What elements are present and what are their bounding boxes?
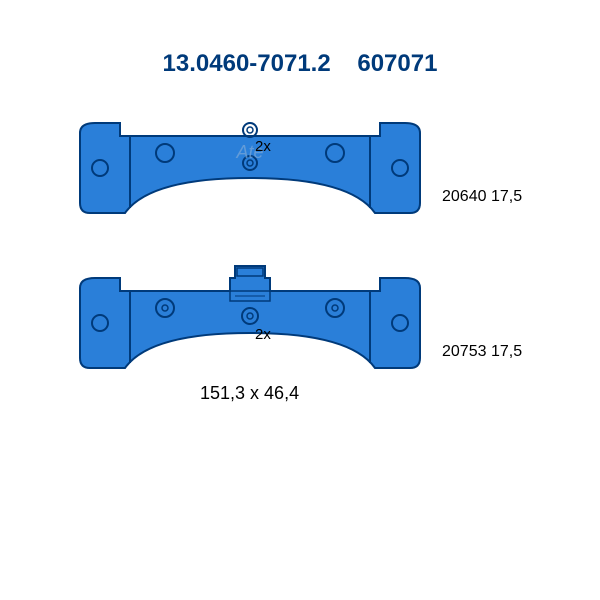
brake-pad-top: Ate <box>70 108 430 228</box>
bottom-qty-label: 2x <box>255 326 271 343</box>
short-number: 607071 <box>357 50 437 77</box>
diagram-area: Ate 2x 20640 17,5 2x 20753 17,5 151,3 x … <box>60 108 540 438</box>
header-title: 13.0460-7071.2 607071 <box>0 50 600 78</box>
top-qty-label: 2x <box>255 138 271 155</box>
bottom-code-label: 20753 17,5 <box>442 343 522 361</box>
top-code-label: 20640 17,5 <box>442 188 522 206</box>
bottom-code: 20753 <box>442 343 487 360</box>
top-thickness: 17,5 <box>491 188 522 205</box>
top-code: 20640 <box>442 188 487 205</box>
dimensions-label: 151,3 x 46,4 <box>200 383 299 404</box>
brake-pad-bottom <box>70 258 430 383</box>
bottom-thickness: 17,5 <box>491 343 522 360</box>
part-number: 13.0460-7071.2 <box>163 50 331 77</box>
